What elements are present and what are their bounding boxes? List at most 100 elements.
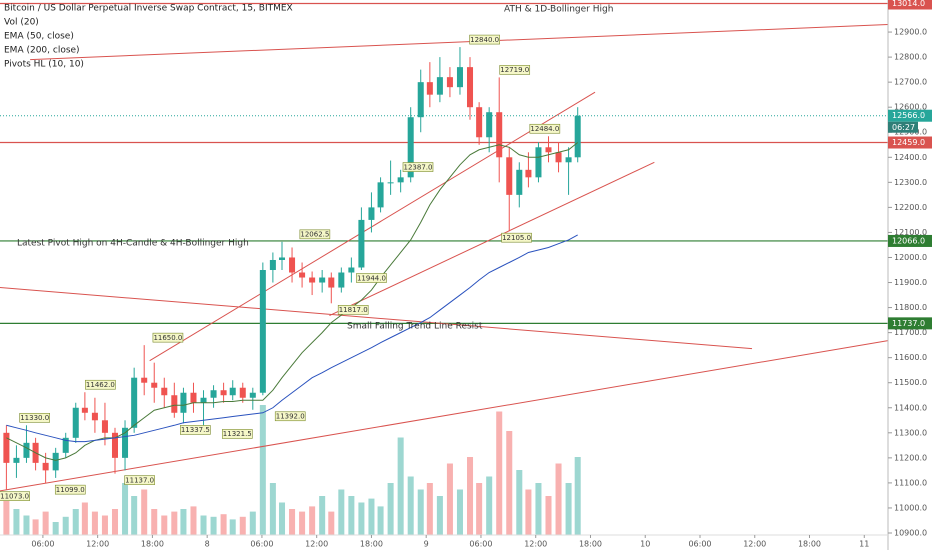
candle-body — [210, 390, 217, 398]
candle-body — [535, 147, 542, 178]
candle-body — [13, 457, 20, 463]
volume-bar — [545, 496, 552, 535]
pivot-box — [402, 162, 434, 172]
volume-bar — [525, 489, 532, 535]
annotation: Small Falling Trend Line Resist — [347, 322, 483, 332]
pivot-box — [54, 484, 86, 495]
candle-body — [397, 177, 404, 183]
volume-bar — [81, 502, 88, 535]
volume-bar — [3, 496, 10, 535]
candle-body — [62, 437, 69, 453]
volume-bar — [239, 516, 246, 535]
volume-bar — [101, 515, 108, 535]
pivot-box — [274, 411, 306, 422]
candle-body — [387, 182, 394, 184]
volume-bar — [574, 457, 581, 535]
candle-body — [239, 387, 246, 398]
candle-body — [299, 272, 306, 278]
volume-bar — [62, 516, 69, 535]
pivot-box — [152, 332, 184, 343]
pivot-label: 12105.0 — [502, 234, 531, 242]
volume-bar — [368, 498, 375, 535]
volume-bar — [32, 519, 39, 535]
volume-bar — [466, 457, 474, 535]
last-price-tag — [888, 109, 932, 122]
volume-bar — [397, 437, 404, 535]
volume-bar — [506, 431, 513, 535]
x-tick-label: 18:00 — [798, 540, 821, 549]
level-tag — [888, 234, 932, 247]
candle-body — [131, 377, 138, 428]
candle-body — [122, 427, 129, 458]
pivot-label: 12062.5 — [300, 231, 329, 239]
pivot-label: 11392.0 — [276, 413, 305, 421]
y-tick-label: 12200.0 — [894, 203, 927, 212]
y-tick-label: 12600.0 — [894, 103, 927, 112]
volume-bar — [278, 502, 286, 535]
candle-body — [417, 82, 424, 118]
candle-body — [141, 377, 148, 383]
candle-body — [309, 277, 316, 283]
candle-body — [180, 392, 187, 413]
pivot-label: 12387.0 — [404, 163, 433, 171]
volume-bar — [309, 506, 316, 535]
y-tick-label: 11800.0 — [894, 303, 927, 312]
candle-body — [200, 397, 207, 403]
pivot-box — [469, 34, 500, 45]
pivot-label: 11099.0 — [56, 486, 85, 494]
annotation: ATH & 1D-Bollinger High — [504, 5, 613, 15]
candle-body — [358, 219, 365, 268]
y-tick-label: 11100.0 — [894, 478, 927, 487]
pivot-box — [0, 491, 30, 501]
level-tag — [888, 0, 932, 10]
pivot-label: 11462.0 — [86, 381, 115, 389]
candle-body — [476, 107, 483, 138]
x-tick-label: 8 — [205, 540, 210, 549]
candle-body — [289, 257, 296, 273]
y-tick-label: 11600.0 — [894, 353, 927, 362]
volume-bar — [565, 483, 572, 535]
ema-line — [6, 142, 579, 461]
y-tick-label: 12800.0 — [894, 53, 927, 62]
pivot-box — [299, 229, 331, 240]
countdown-label: 06:27 — [892, 123, 915, 132]
volume-bar — [555, 463, 562, 535]
candle-body — [555, 152, 562, 163]
volume-bar — [407, 476, 414, 535]
volume-bar — [23, 515, 30, 535]
candle-body — [496, 112, 503, 158]
volume-bar — [141, 489, 148, 535]
trend-line — [30, 24, 889, 61]
volume-bar — [122, 483, 129, 535]
ema-line — [6, 234, 578, 443]
x-tick-label: 12:00 — [743, 540, 766, 549]
volume-bar — [328, 511, 335, 535]
volume-bar — [161, 515, 168, 535]
candle-body — [368, 207, 375, 220]
volume-bar — [338, 489, 345, 535]
volume-bar — [111, 509, 119, 535]
candle-body — [545, 147, 552, 153]
pivot-label: 11330.0 — [20, 414, 49, 422]
candle-body — [525, 169, 532, 178]
volume-bar — [289, 509, 296, 535]
volume-bar — [52, 522, 59, 535]
candle-body — [111, 432, 119, 458]
legend-volume: Vol (20) — [4, 18, 39, 28]
candle-body — [171, 395, 178, 413]
pivot-label: 11650.0 — [153, 334, 182, 342]
volume-bar — [319, 496, 326, 535]
candle-body — [229, 387, 236, 396]
candle-body — [101, 420, 108, 433]
trend-line — [149, 91, 596, 362]
pivot-box — [529, 123, 561, 134]
pivot-box — [501, 232, 532, 243]
candle-body — [220, 390, 227, 396]
volume-bar — [446, 463, 453, 535]
y-tick-label: 11700.0 — [894, 328, 927, 337]
x-tick-label: 12:00 — [86, 540, 109, 549]
volume-bar — [131, 496, 138, 535]
volume-bar — [229, 519, 236, 535]
